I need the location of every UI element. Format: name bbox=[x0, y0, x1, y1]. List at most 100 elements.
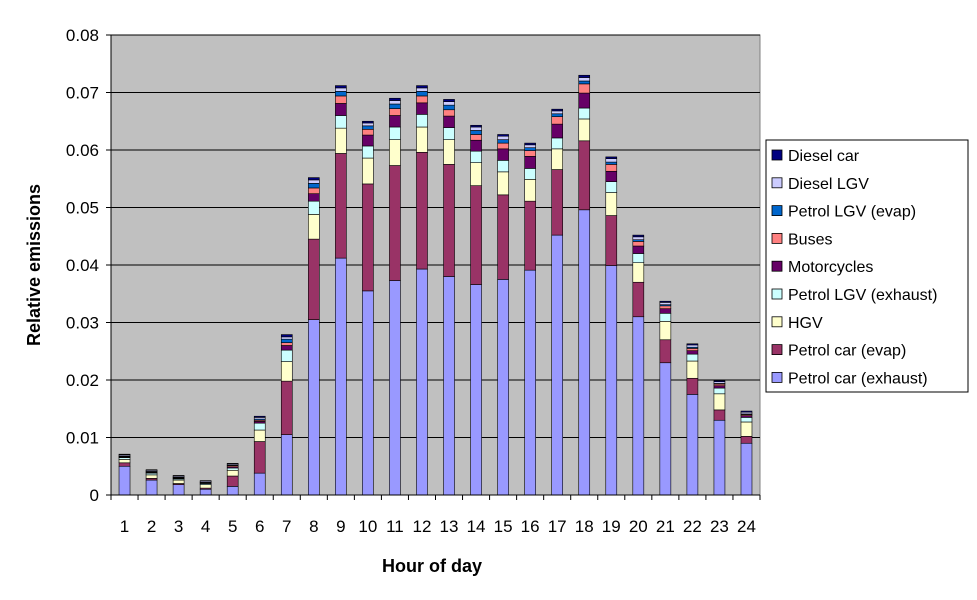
bar-segment bbox=[335, 103, 347, 116]
bar-segment bbox=[280, 349, 293, 362]
bar-segment bbox=[253, 415, 266, 418]
bar-segment bbox=[443, 164, 455, 277]
x-tick-label: 13 bbox=[440, 517, 459, 536]
bar-segment bbox=[335, 91, 347, 97]
bar-segment bbox=[335, 95, 347, 104]
legend-swatch bbox=[771, 177, 783, 189]
bar-segment bbox=[389, 103, 401, 109]
bar-segment bbox=[416, 126, 428, 153]
bar-segment bbox=[308, 214, 320, 240]
bar-segment bbox=[172, 484, 185, 496]
bar-segment bbox=[199, 484, 212, 489]
bar-segment bbox=[497, 160, 509, 173]
bar-segment bbox=[659, 362, 672, 496]
bar-segment bbox=[145, 469, 158, 471]
bar-segment bbox=[416, 91, 428, 97]
bar-segment bbox=[226, 469, 239, 477]
bar-segment bbox=[605, 215, 618, 266]
bar-segment bbox=[416, 152, 428, 270]
bar-segment bbox=[578, 83, 591, 94]
x-tick-label: 21 bbox=[656, 517, 675, 536]
bar-segment bbox=[632, 241, 645, 247]
x-tick-label: 12 bbox=[413, 517, 432, 536]
bar-segment bbox=[524, 156, 536, 169]
bar-segment bbox=[118, 453, 131, 456]
x-tick-label: 8 bbox=[309, 517, 318, 536]
legend-label: Diesel car bbox=[788, 148, 860, 165]
y-tick-label: 0.04 bbox=[66, 256, 99, 275]
bar-segment bbox=[362, 125, 374, 130]
bar-segment bbox=[118, 462, 131, 467]
bar-segment bbox=[551, 234, 563, 496]
bar-segment bbox=[578, 140, 591, 211]
bar-segment bbox=[524, 142, 536, 146]
bar-segment bbox=[713, 419, 726, 496]
bar-segment bbox=[389, 115, 401, 128]
bar-segment bbox=[335, 85, 347, 89]
x-tick-labels: 1 2 3 4 5 6 7 8 9 10 11 12 13 14 15 16 17 18 19 20 21 22 23 24 bbox=[120, 517, 756, 536]
bar-segment bbox=[632, 245, 645, 254]
bar-segment bbox=[443, 109, 455, 117]
bar-segment bbox=[308, 183, 320, 189]
y-tick-label: 0.08 bbox=[66, 26, 99, 45]
bar-segment bbox=[497, 194, 509, 280]
bar-segment bbox=[551, 169, 563, 236]
y-tick-label: 0 bbox=[90, 486, 99, 505]
bar-segment bbox=[199, 480, 212, 482]
bar-segment bbox=[308, 179, 320, 184]
bar-segment bbox=[551, 137, 563, 150]
bar-segment bbox=[443, 127, 455, 140]
bar-segment bbox=[551, 110, 563, 115]
bar-segment bbox=[280, 338, 293, 343]
bar-segment bbox=[443, 276, 455, 496]
bar-segment bbox=[632, 262, 645, 283]
bar-segment bbox=[362, 122, 374, 127]
bar-segment bbox=[497, 139, 509, 144]
bar-segment bbox=[686, 348, 699, 351]
bar-segment bbox=[632, 281, 645, 318]
x-tick-label: 17 bbox=[548, 517, 567, 536]
bar-segment bbox=[632, 316, 645, 496]
x-tick-label: 24 bbox=[737, 517, 756, 536]
bar-segment bbox=[470, 130, 482, 135]
x-tick-label: 20 bbox=[629, 517, 648, 536]
bar-segment bbox=[253, 429, 266, 442]
bar-segment bbox=[118, 465, 131, 496]
bar-segment bbox=[659, 302, 672, 305]
bar-segment bbox=[497, 279, 509, 496]
x-tick-label: 22 bbox=[683, 517, 702, 536]
bar-segment bbox=[416, 268, 428, 496]
x-tick-label: 19 bbox=[602, 517, 621, 536]
bar-segment bbox=[659, 308, 672, 314]
bar-segment bbox=[713, 380, 726, 383]
bar-segment bbox=[443, 139, 455, 165]
bar-segment bbox=[172, 475, 185, 477]
bar-segment bbox=[632, 234, 645, 238]
legend-swatch bbox=[771, 260, 783, 272]
bar-segment bbox=[578, 77, 591, 82]
bar-segment bbox=[605, 265, 618, 496]
bar-segment bbox=[335, 153, 347, 259]
x-tick-label: 16 bbox=[521, 517, 540, 536]
legend-label: Buses bbox=[788, 231, 832, 248]
legend-swatch bbox=[771, 316, 783, 328]
bar-segment bbox=[308, 238, 320, 320]
bar-segment bbox=[686, 350, 699, 355]
x-tick-label: 3 bbox=[174, 517, 183, 536]
y-tick-labels: 0 0.01 0.02 0.03 0.04 0.05 0.06 0.07 0.08 bbox=[66, 26, 99, 505]
bar-segment bbox=[226, 486, 239, 496]
bar-segment bbox=[497, 171, 509, 196]
x-tick-label: 15 bbox=[494, 517, 513, 536]
bar-segment bbox=[740, 442, 753, 496]
x-tick-label: 6 bbox=[255, 517, 264, 536]
bar-segment bbox=[253, 422, 266, 431]
x-tick-label: 14 bbox=[467, 517, 486, 536]
y-tick-label: 0.07 bbox=[66, 84, 99, 103]
bar-segment bbox=[145, 479, 158, 496]
bar-segment bbox=[226, 463, 239, 465]
y-tick-label: 0.05 bbox=[66, 199, 99, 218]
bar-segment bbox=[686, 377, 699, 395]
y-tick-label: 0.03 bbox=[66, 314, 99, 333]
legend-swatch bbox=[771, 288, 783, 300]
bar-segment bbox=[226, 475, 239, 487]
